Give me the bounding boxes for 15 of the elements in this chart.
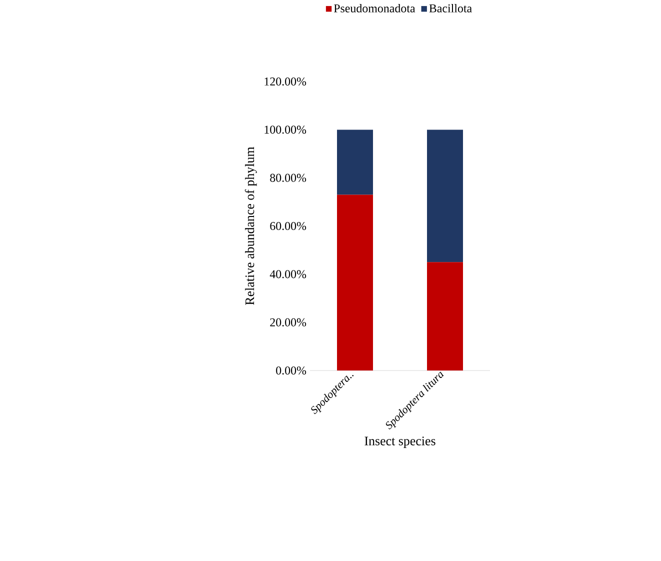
y-axis-title: Relative abundance of phylum — [244, 147, 257, 306]
y-tick-label: 40.00% — [270, 270, 306, 278]
bar — [427, 130, 463, 262]
bar — [337, 130, 374, 195]
x-axis-title: Insect species — [364, 436, 436, 448]
legend-label: Bacillota — [429, 4, 472, 13]
y-tick-label: 0.00% — [276, 366, 306, 375]
y-tick-label: 80.00% — [270, 174, 306, 182]
bar — [337, 194, 374, 371]
y-tick-label: 100.00% — [264, 126, 306, 134]
y-tick-label: 20.00% — [270, 318, 306, 327]
bar — [427, 262, 463, 371]
y-tick-label: 120.00% — [264, 78, 306, 86]
y-tick-label: 60.00% — [270, 222, 306, 230]
legend-label: Pseudomonadota — [334, 4, 416, 13]
